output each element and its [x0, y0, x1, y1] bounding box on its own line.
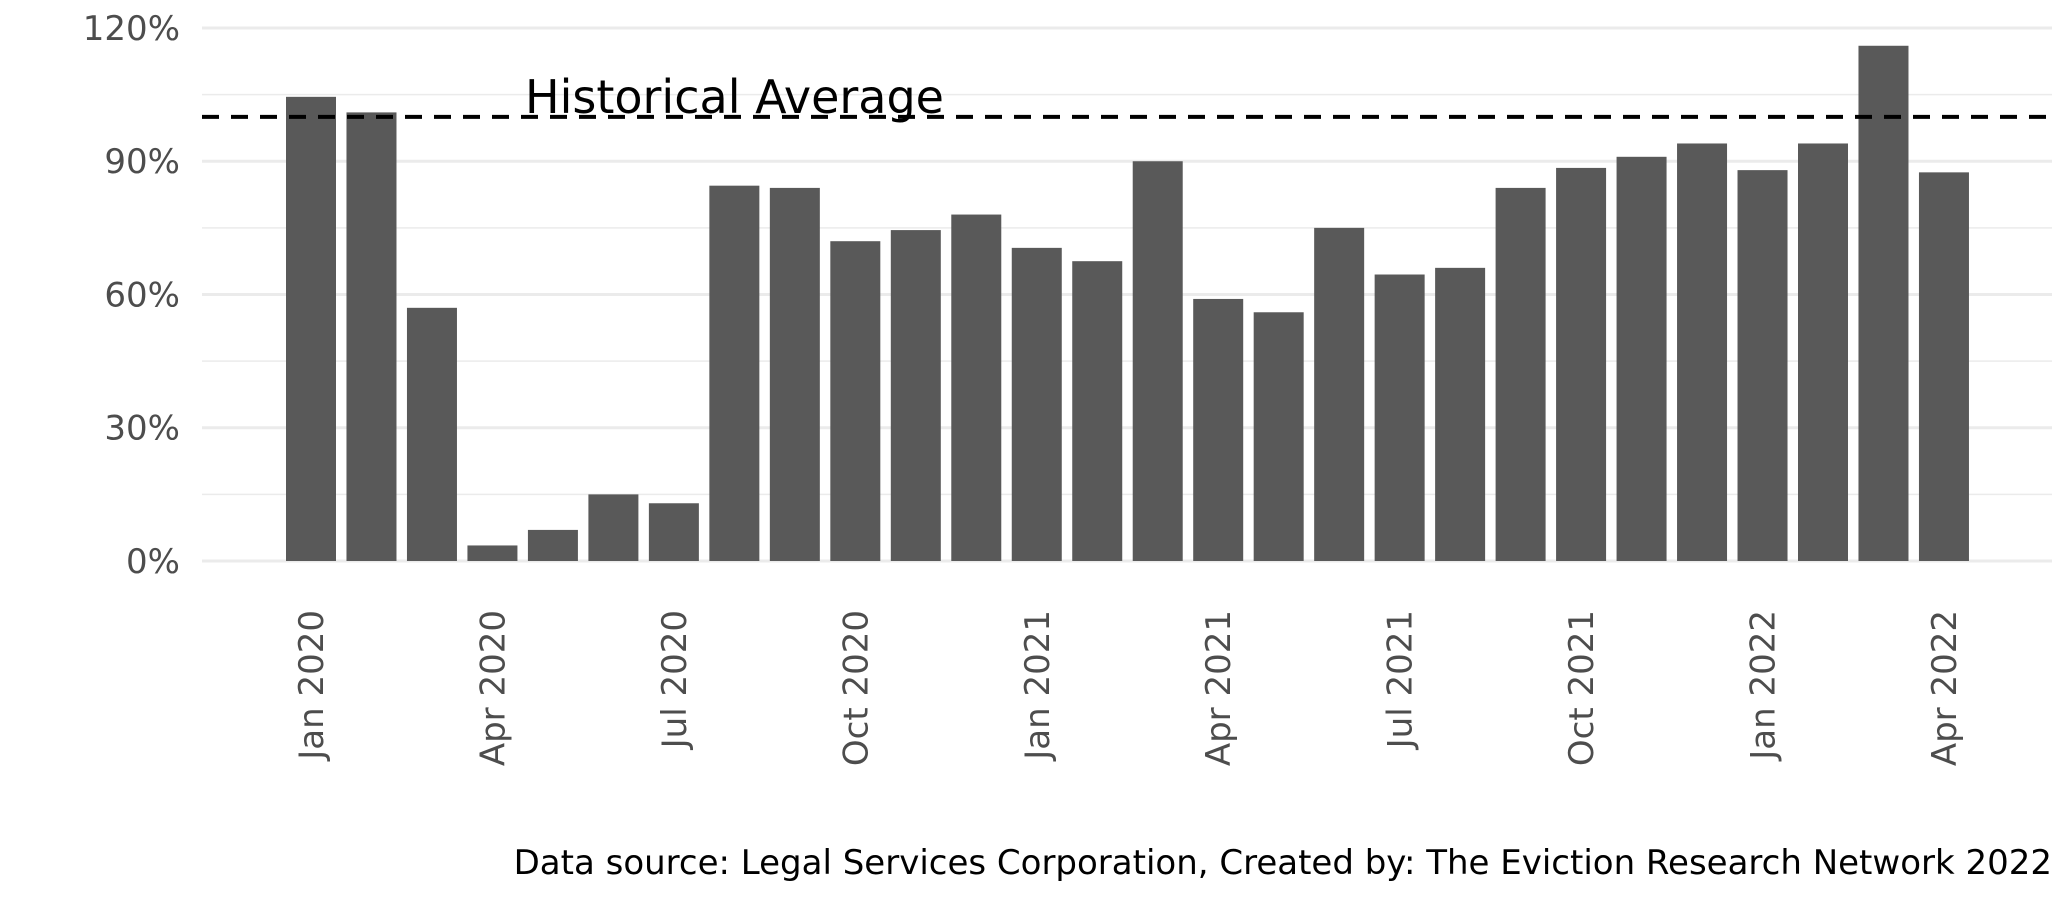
bar [1253, 312, 1304, 561]
y-tick-label: 90% [104, 142, 180, 182]
bar [406, 307, 457, 561]
y-tick-label: 120% [83, 9, 180, 49]
bar [1677, 143, 1728, 561]
y-tick-label: 30% [104, 409, 180, 449]
bars [286, 45, 1969, 562]
y-tick-label: 0% [126, 542, 180, 582]
y-axis-ticks: 0% 30% 60% 90% 120% [83, 9, 180, 582]
bar [1918, 172, 1969, 561]
bar [1193, 298, 1244, 561]
x-tick-label: Apr 2020 [473, 610, 513, 766]
x-tick-label: Jul 2021 [1381, 610, 1421, 750]
bar [769, 187, 820, 561]
historical-average-label: Historical Average [525, 70, 944, 124]
bar [951, 214, 1002, 561]
bar [1858, 45, 1909, 561]
bar [1314, 227, 1365, 561]
x-tick-label: Apr 2021 [1199, 610, 1239, 766]
reference-line-group: Historical Average [202, 70, 2052, 124]
grid-lines [202, 26, 2052, 563]
x-axis-ticks: Jan 2020 Apr 2020 Jul 2020 Oct 2020 Jan 2021… [292, 610, 1965, 766]
bar [709, 185, 760, 562]
x-tick-label: Oct 2021 [1562, 610, 1602, 766]
x-tick-label: Apr 2022 [1925, 610, 1965, 766]
x-tick-label: Jul 2020 [655, 610, 695, 750]
bar [1072, 261, 1123, 561]
bar [1435, 267, 1486, 561]
bar [467, 545, 518, 561]
bar [648, 503, 699, 561]
bar [1132, 161, 1183, 561]
x-tick-label: Jan 2022 [1744, 610, 1784, 762]
bar [890, 230, 941, 561]
bar [1737, 170, 1788, 561]
bar [1616, 156, 1667, 561]
bar [1556, 167, 1607, 561]
bar [1011, 247, 1062, 561]
bar [588, 494, 639, 561]
bar [830, 241, 881, 561]
x-tick-label: Oct 2020 [836, 610, 876, 766]
data-source-caption: Data source: Legal Services Corporation,… [513, 843, 2052, 883]
y-tick-label: 60% [104, 275, 180, 315]
bar [1798, 143, 1848, 561]
bar [1495, 187, 1546, 561]
bar [286, 96, 336, 561]
x-tick-label: Jan 2020 [292, 610, 332, 762]
x-tick-label: Jan 2021 [1018, 610, 1058, 762]
bar [527, 529, 578, 561]
bar [346, 112, 397, 561]
bar [1374, 274, 1425, 561]
